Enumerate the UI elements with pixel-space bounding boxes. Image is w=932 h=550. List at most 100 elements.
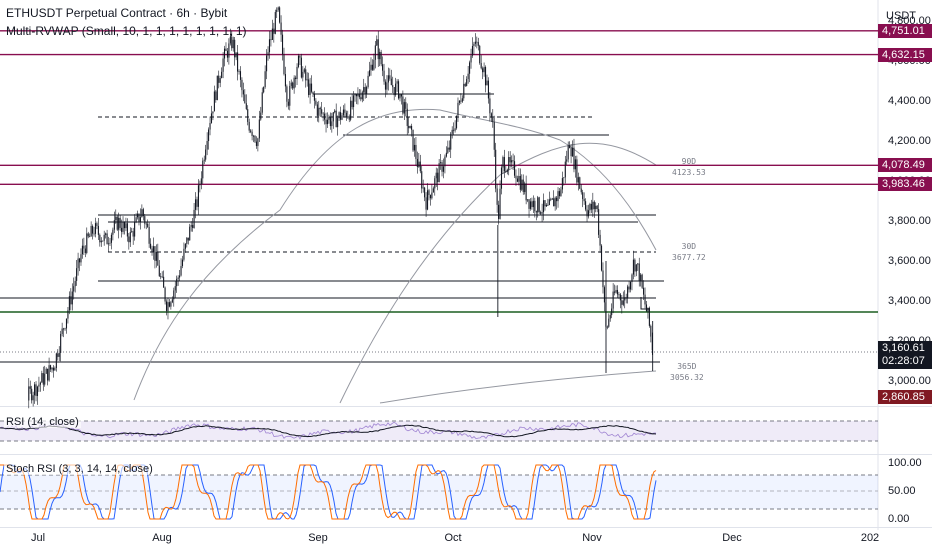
candle-body [29,386,31,389]
candle-body [347,116,349,118]
candle-body [164,287,166,302]
candle-body [474,41,476,44]
candle-body [106,233,108,245]
candle-body [397,81,400,99]
currency-label[interactable]: USDT [886,10,916,22]
candle-body [589,203,591,211]
candle-body [603,287,605,303]
candle-body [44,373,46,385]
candle-body [487,80,489,99]
candle-body [119,217,121,228]
rvwap-365d-value: 3056.32 [670,373,704,382]
candle-body [527,199,529,201]
candle-body [41,373,43,383]
candle-body [179,275,181,278]
indicator-legend[interactable]: Multi-RVWAP (Small, 10, 1, 1, 1, 1, 1, 1… [6,24,247,38]
candle-body [155,251,157,261]
candle-body [245,103,247,110]
candle-body [400,94,402,97]
candle-body [641,274,643,288]
level-price-badge: 4,078.49 [878,158,932,173]
candle-body [226,50,228,58]
candle-body [65,318,68,329]
candle-body [142,209,144,217]
candle-body [619,294,621,301]
candle-body [73,286,75,292]
candle-body [332,112,334,122]
candle-body [309,83,311,95]
candle-body [503,157,505,172]
candle-body [334,110,336,113]
candle-body [231,36,233,49]
symbol-title[interactable]: ETHUSDT Perpetual Contract · 6h · Bybit [6,6,228,20]
candle-body [360,97,362,100]
candle-body [241,79,243,91]
candle-body [624,297,626,301]
rvwap-90d-label: 90D 4123.53 [672,156,706,178]
candle-body [68,296,70,311]
candle-body [596,205,598,210]
stoch-rsi-legend[interactable]: Stoch RSI (3, 3, 14, 14, close) [4,463,155,475]
candle-body [64,328,66,330]
candle-body [181,259,184,267]
rvwap-365d-name: 365D [677,362,697,371]
candle-body [486,80,488,86]
candle-body [202,160,204,179]
candle-body [492,117,494,123]
candle-body [614,291,616,293]
candle-body [611,308,613,316]
candle-body [51,367,53,370]
candle-body [648,307,650,326]
candle-body [322,113,324,115]
candle-body [434,178,436,189]
candle-body [121,227,123,232]
candle-body [479,45,481,64]
candle-body [113,220,115,230]
candle-body [77,258,79,269]
candle-body [229,36,231,44]
rvwap-90d-curve [339,142,657,404]
candle-body [422,187,424,189]
candle-body [281,34,284,55]
candle-body [573,147,575,170]
candle-body [268,39,271,53]
candle-body [216,75,218,101]
candle-body [161,276,163,278]
candle-body [515,175,517,179]
candle-body [518,175,520,182]
candle-body [176,278,178,287]
candle-body [145,223,147,225]
candle-body [413,144,416,151]
candle-body [242,90,244,95]
candle-body [516,178,518,182]
rsi-legend[interactable]: RSI (14, close) [4,416,81,428]
candle-body [208,129,210,142]
candle-body [319,107,321,110]
candle-body [186,237,188,244]
candle-body [442,166,445,172]
candle-body [93,233,95,235]
candle-body [80,254,82,263]
candle-body [493,122,495,150]
candle-body [557,191,559,202]
candle-body [460,100,462,102]
rsi-line [0,424,657,438]
candle-body [577,177,579,183]
candle-body [450,133,452,150]
candle-body [441,162,443,172]
candle-body [141,209,143,218]
candle-body [403,102,405,114]
candle-body [192,225,194,228]
candle-body [571,147,574,157]
candle-body [377,39,379,60]
candle-body [354,94,356,96]
candle-body [154,246,156,261]
candle-body [238,71,240,72]
price-pane[interactable] [0,0,878,406]
candle-body [313,93,315,101]
candle-body [228,43,230,58]
level-price-badge: 3,983.46 [878,177,932,192]
candle-body [367,75,369,87]
candle-body [299,55,301,58]
